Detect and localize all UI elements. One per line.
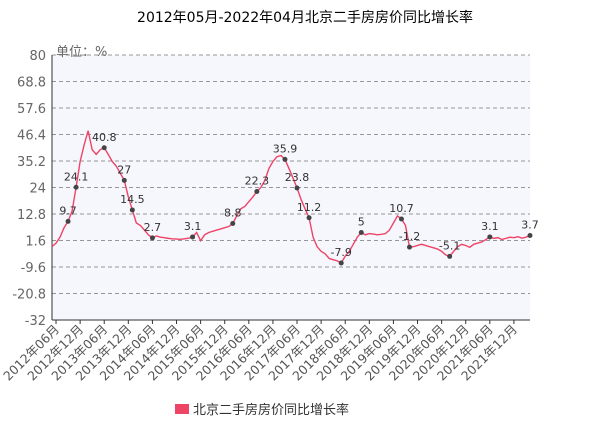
y-tick-label: -20.8 (12, 288, 46, 303)
data-label: 24.1 (64, 170, 89, 183)
data-label: 3.1 (184, 220, 202, 233)
data-label: 11.2 (297, 201, 322, 214)
data-label: -7.9 (330, 246, 351, 259)
data-label: -1.2 (399, 230, 420, 243)
data-point (338, 260, 344, 266)
data-point (190, 234, 196, 240)
y-tick-label: 46.4 (17, 129, 46, 144)
legend-label: 北京二手房房价同比增长率 (193, 402, 349, 418)
data-point (447, 253, 453, 259)
y-tick-label: 12.8 (17, 208, 46, 223)
y-tick-label: 57.6 (17, 102, 46, 117)
data-label: 22.3 (245, 175, 270, 188)
legend-swatch (175, 404, 189, 414)
data-point (306, 215, 312, 221)
data-label: 9.7 (59, 204, 77, 217)
data-point (282, 156, 288, 162)
data-label: 27 (117, 163, 131, 176)
data-label: 5 (358, 215, 365, 228)
y-tick-label: -9.6 (21, 261, 46, 276)
data-point (101, 145, 107, 151)
data-point (149, 235, 155, 241)
data-label: 23.8 (285, 171, 310, 184)
chart-title: 2012年05月-2022年04月北京二手房房价同比增长率 (137, 9, 473, 26)
data-point (230, 220, 236, 226)
y-tick-label: 1.6 (25, 235, 46, 250)
data-label: 35.9 (273, 142, 298, 155)
y-tick-label: 68.8 (17, 76, 46, 91)
data-point (527, 233, 533, 239)
data-point (121, 177, 127, 183)
y-tick-label: 80 (29, 49, 46, 64)
data-label: 2.7 (144, 221, 162, 234)
y-tick-label: 35.2 (17, 155, 46, 170)
y-tick-label: -32 (25, 314, 46, 329)
data-label: 40.8 (92, 131, 117, 144)
data-point (129, 207, 135, 213)
data-label: 14.5 (120, 193, 145, 206)
y-tick-label: 24 (29, 182, 46, 197)
data-label: 3.1 (481, 220, 499, 233)
data-label: 8.8 (224, 206, 242, 219)
data-label: -5.1 (439, 239, 460, 252)
data-point (487, 234, 493, 240)
data-point (254, 189, 260, 195)
data-point (294, 185, 300, 191)
data-point (398, 216, 404, 222)
data-point (73, 184, 79, 190)
data-label: 3.7 (521, 219, 539, 232)
data-point (65, 218, 71, 224)
data-label: 10.7 (389, 202, 414, 215)
data-point (406, 244, 412, 250)
y-axis-label: 单位：% (56, 45, 107, 60)
data-point (358, 229, 364, 235)
